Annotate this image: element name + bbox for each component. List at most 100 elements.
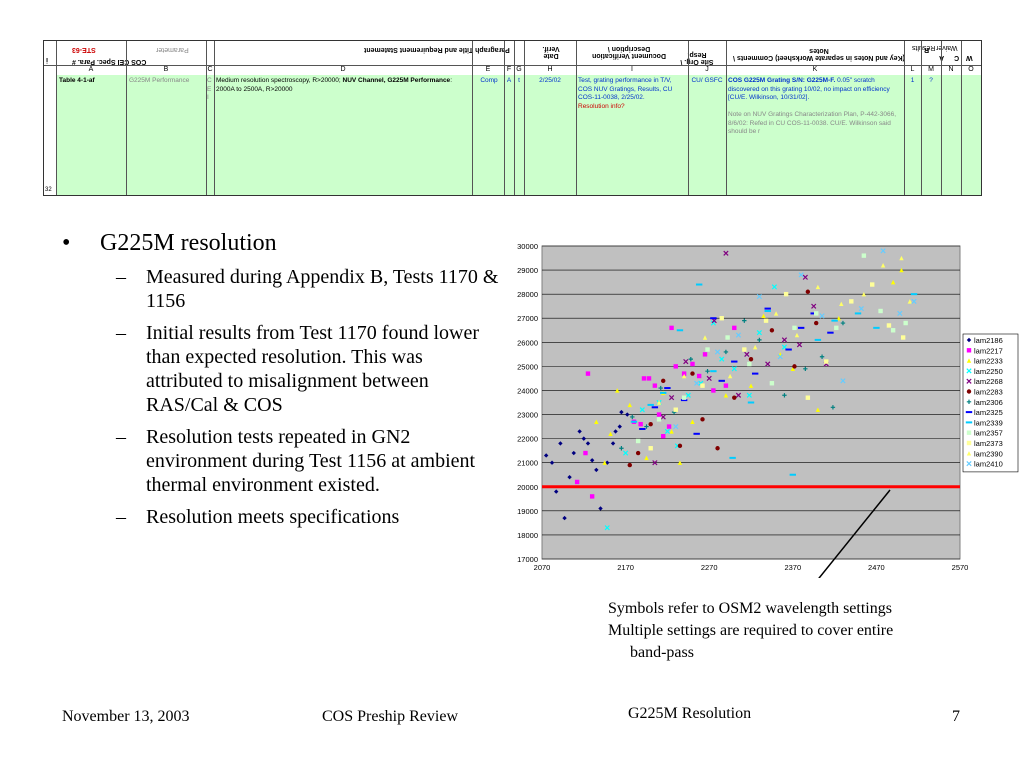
legend-label: lam2233 [974,357,1003,366]
point-lam2186 [567,474,572,480]
point-lam2373 [805,395,811,400]
y-tick-label: 24000 [517,386,538,395]
point-lam2233 [748,383,754,388]
point-lam2283 [627,462,632,468]
col-letter-g: G [516,66,522,73]
point-lam2217 [732,325,737,331]
sheet-row-number: 32 [44,75,56,195]
point-lam2217 [656,412,662,417]
col-letter-m: M [928,66,934,73]
point-lam2357 [681,395,687,400]
bullet-sub-1: – Measured during Appendix B, Tests 1170 … [116,266,499,312]
point-lam2306 [705,369,710,374]
point-lam2233 [608,431,613,436]
point-lam2390 [727,373,733,379]
hdr-paragraph: Paragraph Title and Requirement Statemen… [364,46,510,53]
point-lam2217 [574,479,580,485]
point-lam2357 [814,311,819,316]
point-lam2390 [907,299,913,304]
bullet-sub-4-text: Resolution meets specifications [146,506,400,528]
point-lam2390 [861,291,867,297]
point-lam2410 [777,354,783,360]
cell-h: 2/25/02 [539,77,561,84]
point-lam2283 [769,328,775,333]
row-number-text: 32 [45,187,52,193]
y-tick-label: 25000 [517,362,538,371]
legend-label: lam2410 [974,460,1003,469]
point-lam2217 [589,494,595,499]
legend-marker-lam2186 [966,337,972,343]
x-tick-label: 2470 [868,563,885,572]
legend-label: lam2373 [974,439,1003,448]
point-lam2357 [792,325,797,331]
legend-label: lam2250 [974,367,1003,376]
y-tick-label: 26000 [517,338,538,347]
point-lam2410 [858,305,864,312]
note-line-3: band-pass [630,644,694,661]
point-lam2373 [763,318,769,323]
point-lam2250 [731,366,737,372]
point-lam2283 [814,320,819,326]
point-lam2373 [824,359,829,364]
point-lam2268 [735,392,742,398]
point-lam2390 [815,284,821,290]
point-lam2357 [769,381,775,386]
point-lam2410 [714,349,721,355]
bullet-sub-2: – Initial results from Test 1170 found lo… [116,322,479,416]
cell-i: Test, grating performance in T/V, COS NU… [578,77,686,111]
point-lam2233 [723,393,729,398]
cell-b: G225M Performance [129,77,190,84]
point-lam2390 [702,335,708,340]
col-letter-c: C [207,66,213,73]
y-tick-label: 22000 [517,435,538,444]
x-axis-ticks: 2070 2170 2270 2370 2470 2570 [534,563,969,572]
cell-d: Medium resolution spectroscopy, R>20000;… [216,77,470,94]
point-lam2250 [604,525,610,531]
point-lam2283 [690,371,695,376]
x-tick-label: 2570 [952,563,969,572]
footer-title: G225M Resolution [628,705,752,722]
point-lam2268 [781,337,788,343]
col-letter-h: H [547,66,553,73]
cell-d-bold: NUV Channel, G225M Performance [342,77,451,84]
y-tick-label: 29000 [517,266,538,275]
col-letter-k: K [812,66,818,73]
point-lam2410 [911,298,917,305]
point-lam2357 [656,417,662,422]
legend-label: lam2325 [974,408,1003,417]
col-letter-f: F [506,66,512,73]
col-letter-l: L [910,66,915,73]
point-lam2357 [834,325,839,331]
legend-label: lam2217 [974,346,1003,355]
y-tick-label: 23000 [517,411,538,420]
cell-c: C E I [207,77,212,101]
point-lam2268 [723,250,729,256]
point-lam2357 [635,438,641,444]
point-lam2250 [771,284,778,290]
point-lam2410 [694,380,700,386]
cell-l: 1 [910,77,915,84]
cell-k-text: 0.05" scratch discovered on this grating… [728,77,890,101]
legend-marker-lam2390 [966,451,972,456]
chart-note: Symbols refer to OSM2 wavelength setting… [608,598,1008,664]
legend-box [962,333,1019,473]
note-line-2: Multiple settings are required to cover … [608,622,894,639]
point-lam2410 [880,248,886,254]
y-tick-label: 18000 [517,531,538,540]
y-tick-label: 19000 [517,507,538,516]
point-lam2306 [803,366,808,371]
cell-m: ? [929,77,933,84]
col-letter-i: I [631,66,633,73]
legend-marker-lam2410 [966,460,972,467]
legend-marker-lam2268 [966,378,972,384]
point-lam2233 [761,313,766,319]
point-lam2283 [661,378,666,384]
data-points [543,248,918,531]
sheet-data-row [56,75,981,195]
requirements-spreadsheet: i COS CEI Spec. Para. # STE-63 Parameter… [43,40,982,196]
legend-label: lam2390 [974,449,1003,458]
point-lam2268 [668,395,675,401]
legend-marker-lam2306 [966,399,972,404]
point-lam2390 [794,332,800,338]
cell-k-bold: COS G225M Grating S/N: G225M-F. [728,77,836,84]
